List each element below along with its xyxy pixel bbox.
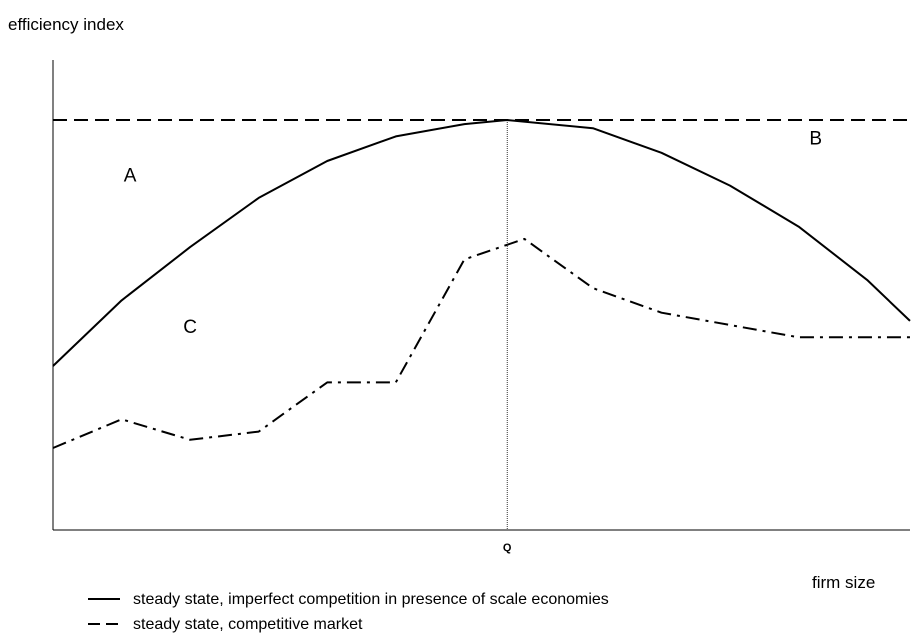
region-label-a: A bbox=[124, 166, 137, 187]
y-axis-label: efficiency index bbox=[8, 15, 124, 34]
series-layer bbox=[52, 119, 911, 449]
series-line-3 bbox=[52, 237, 910, 449]
legend-label: steady state, imperfect competition in p… bbox=[133, 591, 609, 608]
q-marker-label: Q bbox=[503, 542, 512, 554]
x-axis-label: firm size bbox=[812, 573, 875, 592]
region-label-c: C bbox=[183, 317, 197, 338]
series-line-1 bbox=[52, 119, 911, 367]
axes bbox=[52, 60, 910, 531]
region-label-b: B bbox=[809, 129, 822, 150]
legend-label: steady state, competitive market bbox=[133, 616, 363, 633]
labels-layer: efficiency index firm size Q A B C bbox=[8, 15, 875, 592]
legend-item-2: steady state, competitive market bbox=[88, 616, 363, 633]
legend-item-1: steady state, imperfect competition in p… bbox=[88, 591, 609, 608]
legend: steady state, imperfect competition in p… bbox=[88, 591, 609, 633]
